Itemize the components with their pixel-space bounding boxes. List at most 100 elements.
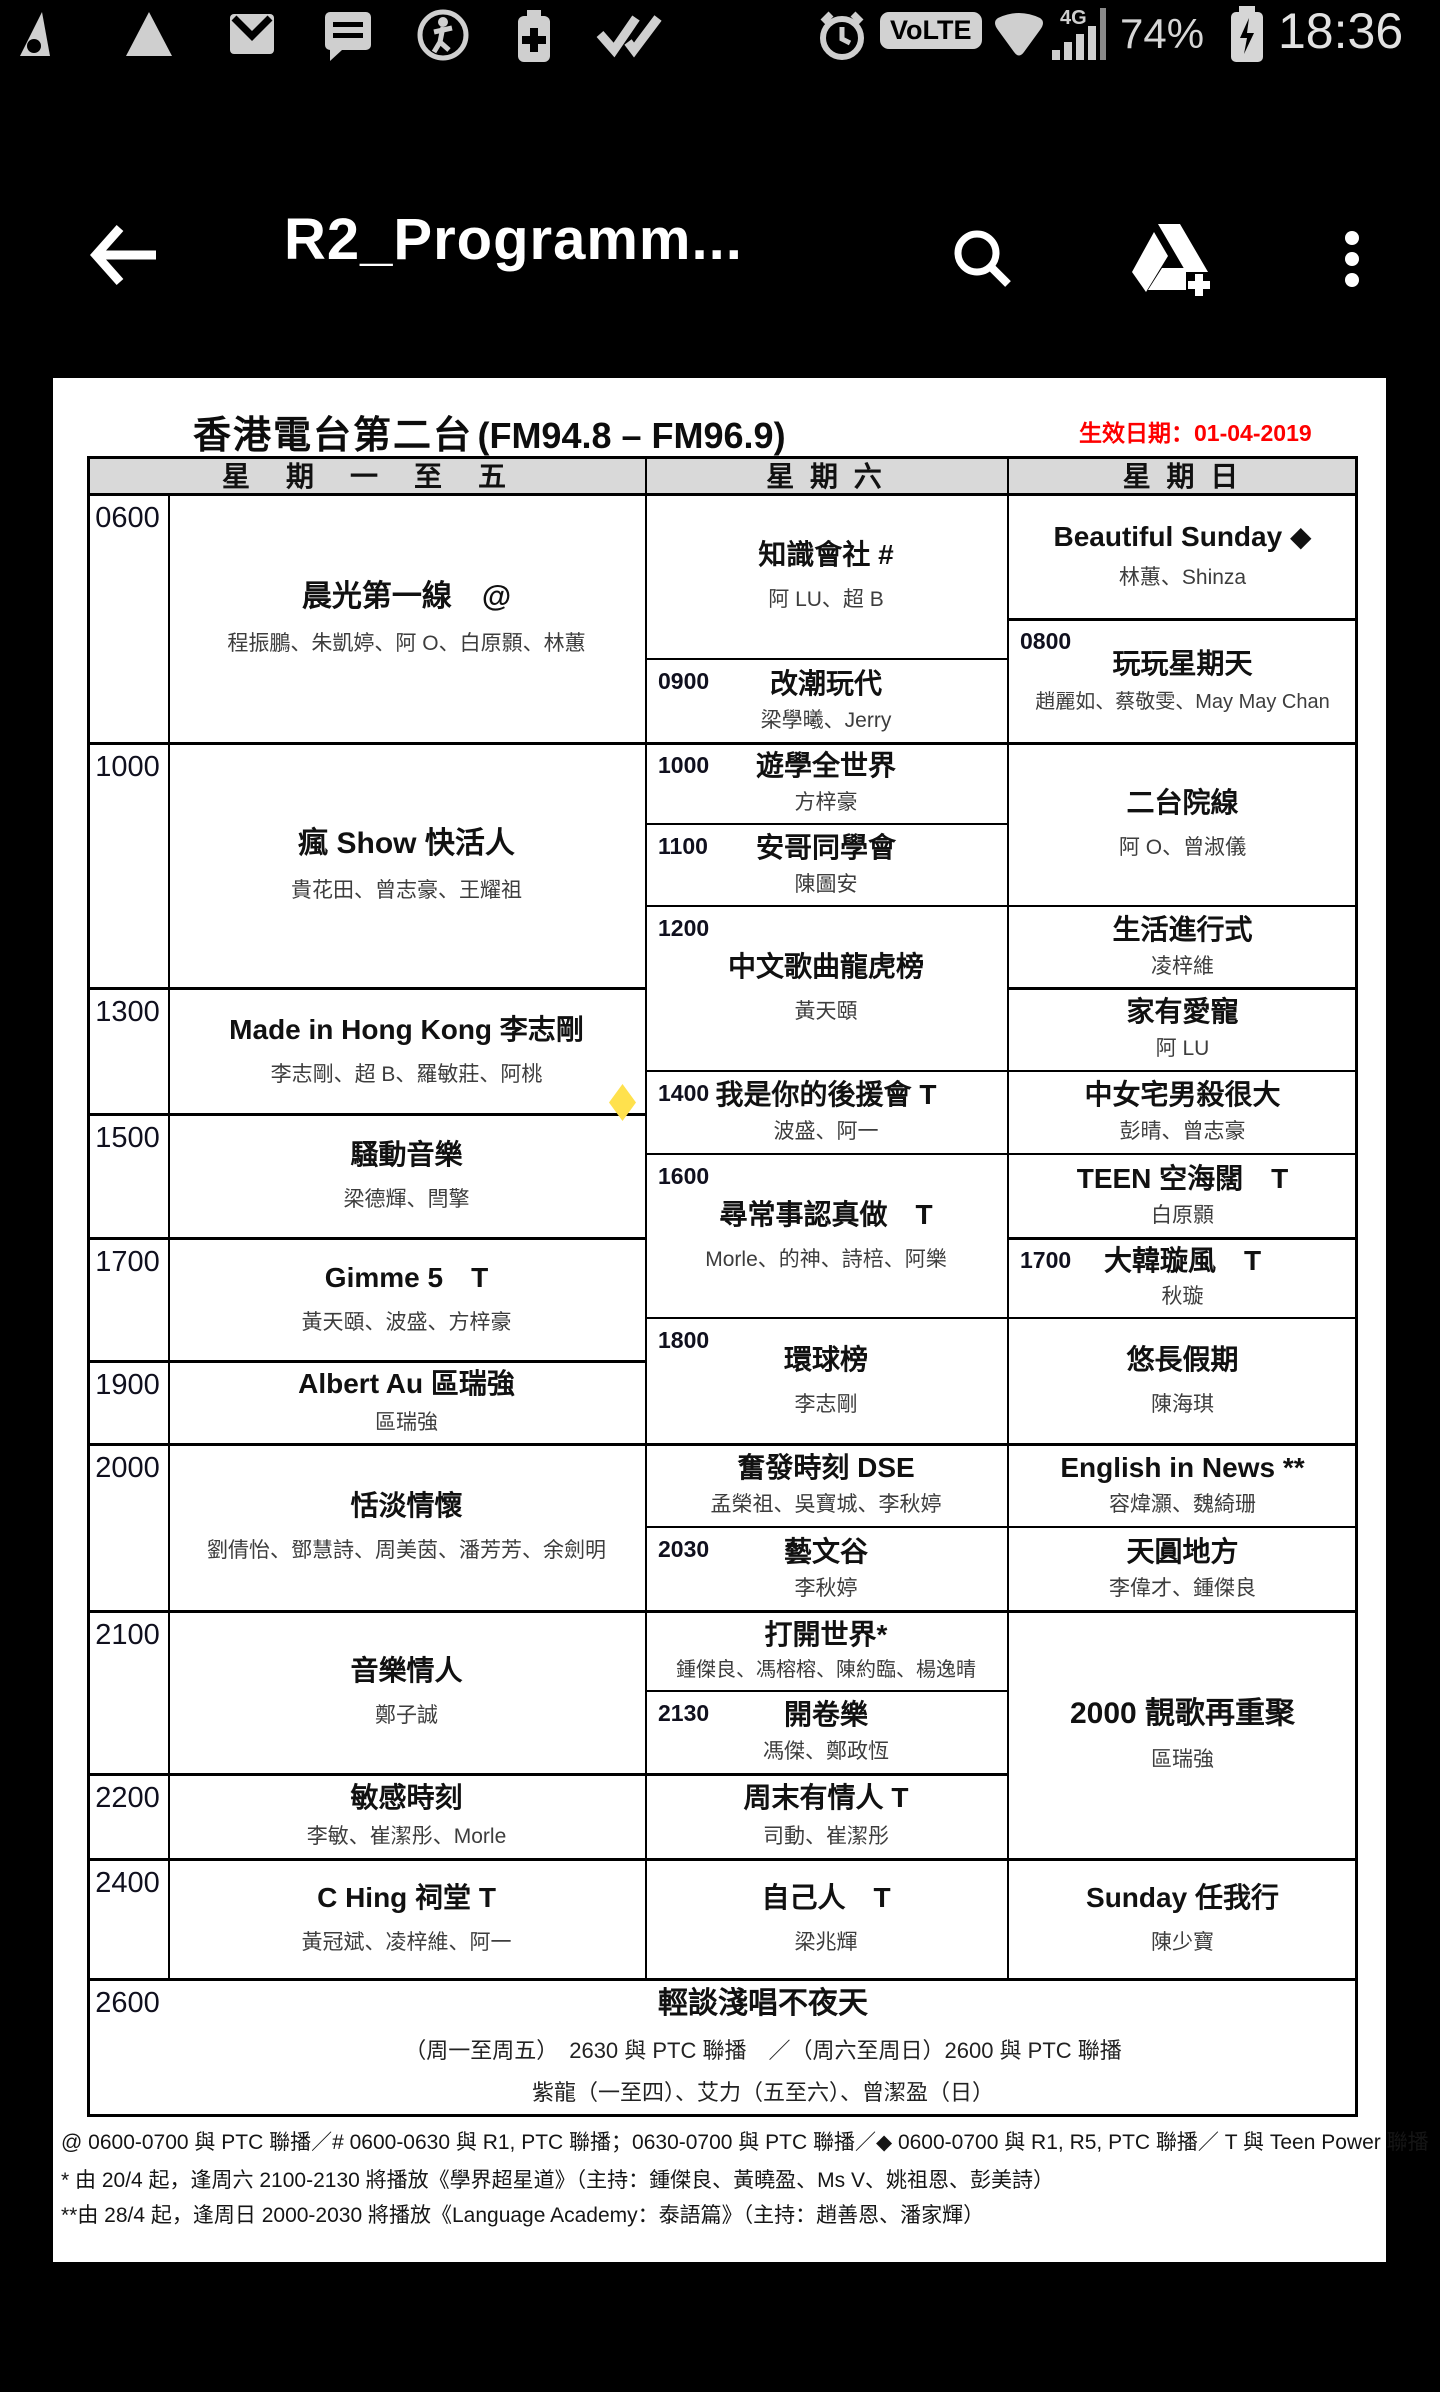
grid-line: [645, 658, 1007, 660]
grid-line: [87, 2114, 1358, 2117]
programme-hosts: 阿 LU: [1155, 1037, 1210, 1061]
programme-hosts: 程振鵬、朱凱婷、阿 O、白原顥、林蕙: [227, 631, 586, 655]
add-to-drive-icon[interactable]: [1128, 220, 1220, 300]
programme-cell: Sunday 任我行 陳少寶: [1011, 1862, 1354, 1974]
time-label: 2100: [95, 1619, 160, 1651]
programme-hosts: 李秋婷: [794, 1576, 858, 1600]
slot-time-label: 1700: [1020, 1247, 1072, 1273]
battery-plus-icon: [514, 8, 554, 64]
programme-title: 自己人 T: [761, 1881, 891, 1913]
programme-cell: Beautiful Sunday ◆ 林蕙、Shinza: [1011, 497, 1354, 614]
programme-title: 音樂情人: [350, 1655, 463, 1687]
programme-cell: 騷動音樂 梁德輝、閆擎: [172, 1117, 641, 1233]
time-label: 1000: [95, 751, 160, 783]
grid-line: [1355, 456, 1358, 2117]
programme-cell: 1800 環球榜 李志剛: [649, 1321, 1003, 1439]
programme-cell: 2130 開卷樂 馮傑、鄭政恆: [649, 1694, 1003, 1769]
programme-title: 改潮玩代: [769, 667, 882, 699]
frequency-band: (FM94.8 – FM96.9): [477, 415, 786, 456]
programme-hosts: 鄭子誠: [375, 1704, 438, 1728]
app-bar: R2_Programm...: [0, 96, 1440, 298]
programme-cell: 2030 藝文谷 李秋婷: [649, 1530, 1003, 1606]
grid-line: [645, 1317, 1358, 1319]
programme-cell: 天圓地方 李偉才、鍾傑良: [1011, 1530, 1354, 1606]
status-bar: VoLTE 4G 74% 18:36: [0, 0, 1440, 66]
programme-cell: 1000 遊學全世界 方梓豪: [649, 746, 1003, 819]
grid-line: [645, 1526, 1358, 1528]
programme-hosts: 梁學曦、Jerry: [760, 708, 892, 732]
grid-line: [87, 493, 1358, 496]
programme-hosts: 秋璇: [1161, 1285, 1204, 1309]
schedule-table: 星 期 一 至 五 星 期 六 星 期 日: [87, 456, 1358, 2117]
programme-cell: 1100 安哥同學會 陳圖安: [649, 827, 1003, 901]
document-title: R2_Programm...: [284, 207, 743, 272]
programme-title: Made in Hong Kong 李志剛: [229, 1013, 584, 1045]
programme-cell: 打開世界* 鍾傑良、馮榕榕、陳約臨、楊逸晴: [649, 1614, 1003, 1686]
programme-cell: 音樂情人 鄭子誠: [172, 1614, 641, 1769]
programme-hosts: 陳圖安: [794, 872, 858, 896]
programme-hosts: 劉倩怡、鄧慧詩、周美茵、潘芳芳、余劍明: [207, 1539, 606, 1563]
programme-title: English in News **: [1060, 1452, 1305, 1484]
programme-cell-overnight: 輕談淺唱不夜天 （周一至周五） 2630 與 PTC 聯播 ／（周六至周日）26…: [172, 1982, 1354, 2110]
document-page[interactable]: 香港電台第二台 (FM94.8 – FM96.9) 生效日期：01-04-201…: [53, 378, 1429, 2262]
programme-title: 知識會社 #: [758, 539, 894, 571]
programme-hosts: 馮傑、鄭政恆: [763, 1740, 889, 1764]
programme-hosts: 區瑞強: [375, 1411, 438, 1435]
time-label: 2600: [95, 1987, 160, 2019]
programme-hosts: 李偉才、鍾傑良: [1109, 1576, 1256, 1600]
programme-cell: 知識會社 # 阿 LU、超 B: [649, 497, 1003, 654]
back-arrow-icon[interactable]: [90, 224, 160, 286]
programme-title: 敏感時刻: [350, 1782, 463, 1814]
programme-cell: 0900 改潮玩代 梁學曦、Jerry: [649, 662, 1003, 738]
programme-cell: 恬淡情懷 劉倩怡、鄧慧詩、周美茵、潘芳芳、余劍明: [172, 1447, 641, 1606]
programme-hosts: 林蕙、Shinza: [1118, 566, 1247, 590]
programme-title: 生活進行式: [1112, 913, 1253, 945]
programme-hosts: 李志剛: [794, 1392, 858, 1416]
app-notification-icon: [12, 8, 66, 58]
grid-line: [645, 823, 1007, 825]
programme-cell: Made in Hong Kong 李志剛 李志剛、超 B、羅敏莊、阿桃: [172, 991, 641, 1109]
programme-cell: 奮發時刻 DSE 孟榮祖、吳寶城、李秋婷: [649, 1447, 1003, 1522]
programme-title: TEEN 空海闊 T: [1076, 1162, 1289, 1194]
programme-title: 2000 靚歌再重聚: [1069, 1696, 1296, 1730]
programme-hosts: 司動、崔潔彤: [763, 1825, 889, 1849]
simulcast-note: （周一至周五） 2630 與 PTC 聯播 ／（周六至周日）2600 與 PTC…: [404, 2037, 1122, 2063]
programme-hosts: 貴花田、曾志豪、王耀祖: [291, 878, 522, 902]
clock-label: 18:36: [1278, 3, 1404, 59]
programme-title: 中文歌曲龍虎榜: [727, 951, 924, 983]
search-icon[interactable]: [950, 226, 1014, 290]
footnote: @ 0600-0700 與 PTC 聯播／# 0600-0630 與 R1, P…: [61, 2131, 1429, 2154]
programme-title: 晨光第一線 @: [301, 580, 512, 614]
programme-title: 我是你的後援會 T: [715, 1079, 937, 1111]
footnote: **由 28/4 起，逢周日 2000-2030 將播放《Language Ac…: [61, 2204, 985, 2227]
programme-title: 環球榜: [783, 1343, 868, 1375]
programme-cell: English in News ** 容煒灝、魏綺珊: [1011, 1447, 1354, 1522]
overflow-menu-icon[interactable]: [1344, 230, 1360, 288]
svg-text:4G: 4G: [1060, 7, 1087, 29]
vpn-triangle-icon: [122, 8, 176, 58]
programme-hosts: 鍾傑良、馮榕榕、陳約臨、楊逸晴: [676, 1659, 976, 1681]
programme-cell: 1700 大韓璇風 T 秋璇: [1011, 1241, 1354, 1313]
grid-line: [87, 1610, 1358, 1613]
grid-line: [1007, 618, 1358, 621]
programme-cell: 敏感時刻 李敏、崔潔彤、Morle: [172, 1777, 641, 1854]
programme-hosts: 梁德輝、閆擎: [343, 1187, 470, 1211]
programme-hosts: 容煒灝、魏綺珊: [1109, 1493, 1256, 1517]
volte-badge: VoLTE: [880, 12, 982, 49]
programme-cell: Albert Au 區瑞強 區瑞強: [172, 1364, 641, 1439]
slot-time-label: 1400: [658, 1080, 710, 1106]
programme-title: 中女宅男殺很大: [1084, 1079, 1281, 1111]
programme-hosts: 阿 O、曾淑儀: [1118, 836, 1247, 860]
grid-line: [168, 493, 170, 1978]
grid-line: [87, 1858, 1358, 1861]
time-label: 2400: [95, 1867, 160, 1899]
programme-title: 開卷樂: [783, 1699, 868, 1731]
programme-cell: 1200 中文歌曲龍虎榜 黃天頤: [649, 909, 1003, 1066]
time-label: 1900: [95, 1369, 160, 1401]
programme-hosts: 黃天頤: [794, 1000, 858, 1024]
programme-title: 悠長假期: [1126, 1343, 1239, 1375]
grid-line: [87, 1237, 645, 1240]
grid-line: [1007, 1237, 1358, 1240]
programme-cell: 1600 尋常事認真做 T Morle、的神、詩棓、阿樂: [649, 1157, 1003, 1313]
grid-line: [87, 742, 1358, 745]
